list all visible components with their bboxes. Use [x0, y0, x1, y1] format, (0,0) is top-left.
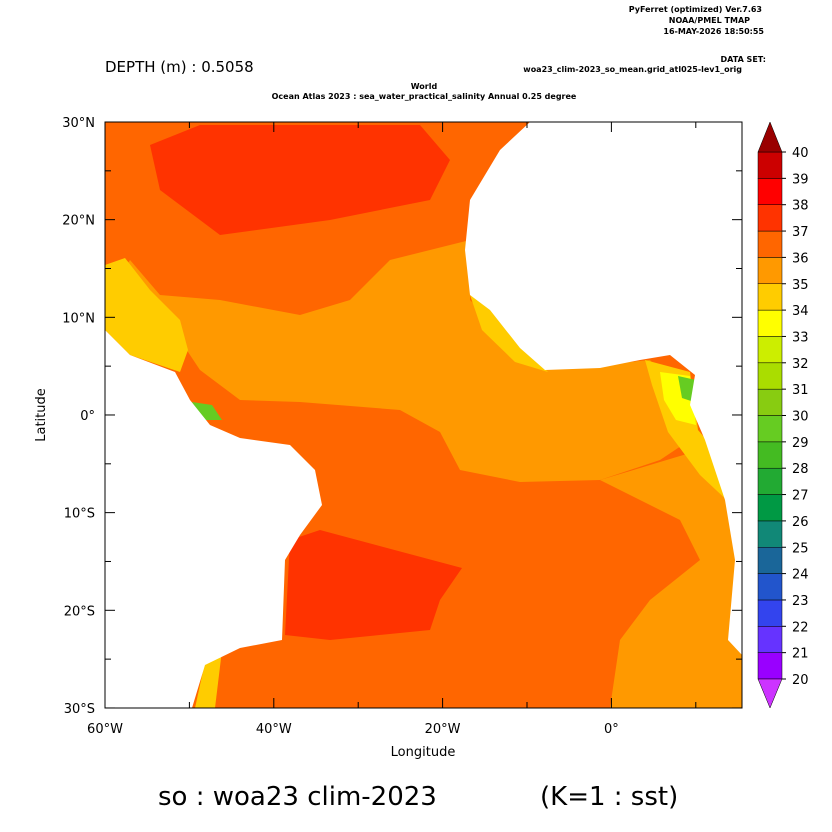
x-tick-label: 60°W — [87, 722, 123, 737]
colorbar: 20 21 22 23 24 25 26 27 28 29 30 31 32 33 34 35 36 37 38 39… — [757, 121, 809, 709]
title-line1: World — [411, 82, 438, 91]
river-plume-east — [678, 376, 696, 402]
band-35-36-south — [600, 450, 742, 708]
colorbar-box — [757, 204, 783, 232]
colorbar-box — [757, 283, 783, 311]
colorbar-label: 37 — [792, 225, 809, 240]
software: PyFerret (optimized) Ver.7.63 — [629, 5, 762, 14]
colorbar-box — [757, 388, 783, 416]
depth: DEPTH (m) : 0.5058 — [105, 58, 254, 76]
y-tick-label: 10°S — [64, 507, 95, 522]
colorbar-box — [757, 415, 783, 443]
y-tick-label: 20°N — [62, 214, 95, 229]
org: NOAA/PMEL TMAP — [669, 16, 750, 25]
colorbar-box — [757, 151, 783, 179]
colorbar-box — [757, 494, 783, 522]
colorbar-label: 29 — [792, 436, 809, 451]
colorbar-label: 34 — [792, 304, 809, 319]
colorbar-box — [757, 362, 783, 390]
y-axis-label: Latitude — [34, 388, 49, 442]
band-35-36 — [105, 240, 690, 482]
colorbar-label: 38 — [792, 199, 809, 214]
x-tick-label: 20°W — [425, 722, 461, 737]
x-tick-label: 0° — [604, 722, 619, 737]
colorbar-box — [757, 178, 783, 205]
colorbar-box — [757, 441, 783, 469]
colorbar-over — [757, 121, 783, 153]
land-south-america — [105, 330, 322, 708]
colorbar-box — [757, 230, 783, 258]
dataset: woa23_clim-2023_so_mean.grid_atl025-lev1… — [523, 65, 742, 74]
colorbar-label: 26 — [792, 515, 809, 530]
colorbar-label: 22 — [792, 620, 809, 635]
land-africa — [465, 122, 742, 655]
colorbar-box — [757, 547, 783, 574]
colorbar-box — [757, 336, 783, 364]
footer-k: (K=1 : sst) — [540, 782, 678, 812]
y-tick-label: 0° — [80, 409, 95, 424]
ticks: 60°W 40°W 20°W 0° 30°N 20°N 10°N 0° 10°S 20°S 30°S — [62, 116, 742, 737]
colorbar-box — [757, 257, 783, 284]
colorbar-label: 21 — [792, 647, 809, 662]
y-tick-label: 20°S — [64, 604, 95, 619]
y-tick-label: 10°N — [62, 311, 95, 326]
colorbar-under — [757, 678, 783, 709]
colorbar-box — [757, 599, 783, 627]
colorbar-label: 31 — [792, 383, 809, 398]
colorbar-box — [757, 309, 783, 337]
x-tick-label: 40°W — [256, 722, 292, 737]
colorbar-label: 35 — [792, 278, 809, 293]
x-axis-label: Longitude — [391, 745, 456, 760]
colorbar-label: 28 — [792, 462, 809, 477]
title-line2: Ocean Atlas 2023 : sea_water_practical_s… — [272, 92, 577, 101]
colorbar-label: 27 — [792, 489, 809, 504]
colorbar-label: 39 — [792, 172, 809, 187]
colorbar-label: 30 — [792, 410, 809, 425]
colorbar-box — [757, 520, 783, 548]
colorbar-label: 20 — [792, 673, 809, 688]
y-tick-label: 30°S — [64, 702, 95, 717]
colorbar-label: 36 — [792, 251, 809, 266]
colorbar-label: 32 — [792, 357, 809, 372]
footer-variable: so : woa23 clim-2023 — [158, 782, 437, 812]
colorbar-label: 25 — [792, 541, 809, 556]
low-sa-south — [195, 650, 222, 708]
dataset-label: DATA SET: — [721, 55, 766, 64]
south-max — [285, 530, 462, 640]
timestamp: 16-MAY-2026 18:50:55 — [663, 27, 764, 36]
colorbar-label: 40 — [792, 146, 809, 161]
y-tick-label: 30°N — [62, 116, 95, 131]
colorbar-box — [757, 467, 783, 495]
colorbar-box — [757, 626, 783, 653]
north-max — [150, 125, 450, 235]
colorbar-label: 33 — [792, 330, 809, 345]
low-west — [105, 258, 188, 372]
colorbar-box — [757, 652, 783, 680]
colorbar-label: 23 — [792, 594, 809, 609]
colorbar-box — [757, 573, 783, 601]
colorbar-label: 24 — [792, 568, 809, 583]
